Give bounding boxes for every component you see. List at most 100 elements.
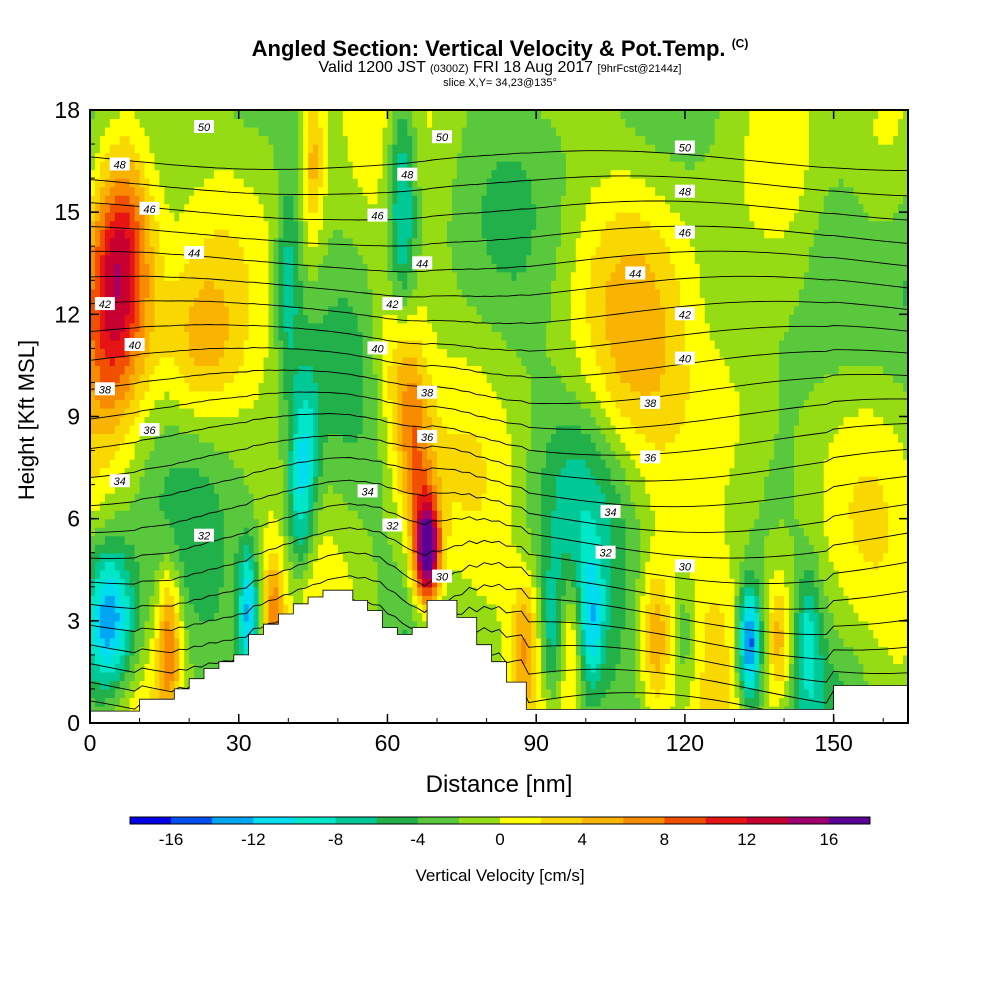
velocity-cell [303,169,309,179]
velocity-cell [228,229,235,239]
velocity-cell [174,135,180,145]
velocity-cell [377,322,384,332]
velocity-cell [104,535,111,545]
velocity-cell [352,254,359,264]
velocity-cell [154,586,161,596]
velocity-cell [99,510,106,520]
velocity-cell [144,339,151,349]
velocity-cell [114,144,121,154]
velocity-cell [243,518,250,528]
velocity-cell [382,433,389,443]
velocity-cell [208,484,215,494]
velocity-cell [412,237,418,247]
velocity-cell [357,501,364,511]
velocity-cell [179,365,185,375]
velocity-cell [337,229,344,239]
velocity-cell [402,442,408,452]
velocity-cell [124,612,131,622]
velocity-cell [387,186,394,196]
velocity-cell [362,127,369,137]
velocity-cell [263,339,270,349]
velocity-cell [248,161,255,171]
velocity-cell [223,220,230,230]
velocity-cell [273,152,279,162]
velocity-cell [213,110,220,120]
velocity-cell [387,476,394,486]
velocity-cell [189,178,195,188]
velocity-cell [218,373,225,384]
velocity-cell [119,348,126,358]
velocity-cell [228,118,235,128]
velocity-cell [327,407,334,418]
velocity-cell [332,467,339,477]
velocity-cell [204,510,210,520]
velocity-cell [129,118,136,128]
velocity-cell [318,322,324,332]
velocity-cell [377,169,384,179]
velocity-cell [179,331,185,341]
velocity-cell [218,433,225,443]
velocity-cell [347,144,354,154]
velocity-cell [90,271,96,281]
velocity-cell [223,493,230,503]
velocity-cell [313,212,319,222]
velocity-cell [204,501,210,511]
velocity-cell [99,305,106,315]
velocity-cell [179,467,185,477]
velocity-cell [99,339,106,349]
velocity-cell [169,161,175,171]
velocity-cell [228,510,235,520]
velocity-cell [189,305,195,315]
velocity-cell [223,578,230,588]
velocity-cell [397,280,403,290]
velocity-cell [308,288,314,298]
velocity-cell [263,373,270,384]
velocity-cell [347,254,354,264]
velocity-cell [417,561,423,571]
velocity-cell [273,416,279,426]
velocity-cell [189,637,195,647]
velocity-cell [90,484,96,494]
velocity-cell [134,118,141,128]
velocity-cell [332,510,339,520]
velocity-cell [129,127,136,137]
velocity-cell [199,561,205,571]
velocity-cell [407,476,413,486]
velocity-cell [139,212,146,222]
velocity-cell [308,339,314,349]
velocity-cell [427,569,433,579]
velocity-cell [407,161,413,171]
velocity-cell [119,144,126,154]
velocity-cell [387,442,394,452]
velocity-cell [228,637,235,647]
velocity-cell [189,118,195,128]
velocity-cell [204,493,210,503]
velocity-cell [392,135,398,145]
velocity-cell [342,195,349,205]
velocity-cell [258,586,265,596]
velocity-cell [223,127,230,137]
velocity-cell [204,629,210,639]
velocity-cell [228,144,235,154]
velocity-cell [174,246,180,256]
velocity-cell [303,510,309,520]
velocity-cell [90,229,96,239]
velocity-cell [382,254,389,264]
velocity-cell [327,493,334,503]
velocity-cell [94,442,101,452]
velocity-cell [159,578,165,588]
velocity-cell [184,229,190,239]
velocity-cell [387,407,394,418]
velocity-cell [323,110,329,120]
velocity-cell [149,467,156,477]
velocity-cell [387,220,394,230]
velocity-cell [238,527,245,537]
velocity-cell [342,467,349,477]
velocity-cell [99,433,106,443]
velocity-cell [218,552,225,562]
velocity-cell [218,459,225,469]
velocity-cell [382,314,389,324]
velocity-cell [109,442,116,452]
velocity-cell [332,484,339,494]
velocity-cell [174,425,180,435]
